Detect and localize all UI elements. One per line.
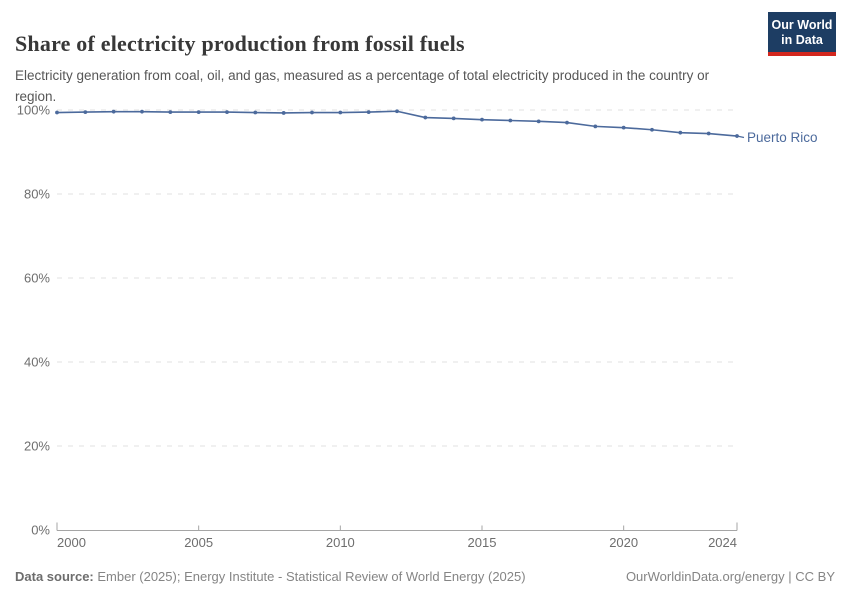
data-point[interactable] [593,124,598,129]
data-source-label: Data source: [15,569,94,584]
y-axis-tick-label: 80% [24,187,50,202]
data-source-text: Ember (2025); Energy Institute - Statist… [93,569,526,584]
data-point[interactable] [55,110,59,115]
data-point[interactable] [536,119,541,124]
data-point[interactable] [621,125,626,130]
data-point[interactable] [423,115,428,120]
owid-logo: Our World in Data [768,12,836,56]
series-end-label[interactable]: Puerto Rico [747,130,818,145]
chart-footer: Data source: Ember (2025); Energy Instit… [15,569,835,584]
page-title: Share of electricity production from fos… [15,30,465,56]
data-point[interactable] [366,110,371,114]
data-point[interactable] [508,118,513,123]
data-point[interactable] [395,109,399,114]
x-axis-tick-label: 2005 [184,535,213,550]
data-source-note: Data source: Ember (2025); Energy Instit… [15,569,526,584]
data-point[interactable] [140,109,144,114]
data-point[interactable] [650,127,654,132]
y-axis-tick-label: 100% [17,103,51,118]
x-axis-tick-label: 2024 [708,535,737,550]
y-axis-tick-label: 60% [24,271,50,286]
x-axis-tick-label: 2010 [326,535,355,550]
chart-subtitle: Electricity generation from coal, oil, a… [15,67,710,104]
y-axis-tick-label: 0% [31,523,50,538]
y-axis-tick-label: 40% [24,355,50,370]
data-point[interactable] [111,109,116,114]
owid-logo-line2: in Data [781,32,823,47]
owid-logo-line1: Our World [771,18,833,32]
x-axis-tick-label: 2015 [468,535,497,550]
data-point[interactable] [168,110,173,114]
owid-link[interactable]: OurWorldinData.org/energy | CC BY [625,569,835,584]
data-point[interactable] [253,110,258,115]
data-point[interactable] [565,120,569,125]
label-connector [736,135,745,139]
data-point[interactable] [225,110,229,114]
x-axis-tick-label: 2020 [609,535,638,550]
data-point[interactable] [310,110,314,115]
data-point[interactable] [338,110,343,115]
data-point[interactable] [678,130,683,135]
data-point[interactable] [451,116,456,121]
data-point[interactable] [706,131,711,136]
y-axis-tick-label: 20% [24,439,50,454]
data-point[interactable] [196,110,201,114]
data-point[interactable] [83,110,88,114]
data-point[interactable] [281,111,286,115]
data-point[interactable] [480,117,484,122]
data-line-puerto-rico[interactable] [56,110,738,137]
x-axis-tick-label: 2000 [57,535,86,550]
